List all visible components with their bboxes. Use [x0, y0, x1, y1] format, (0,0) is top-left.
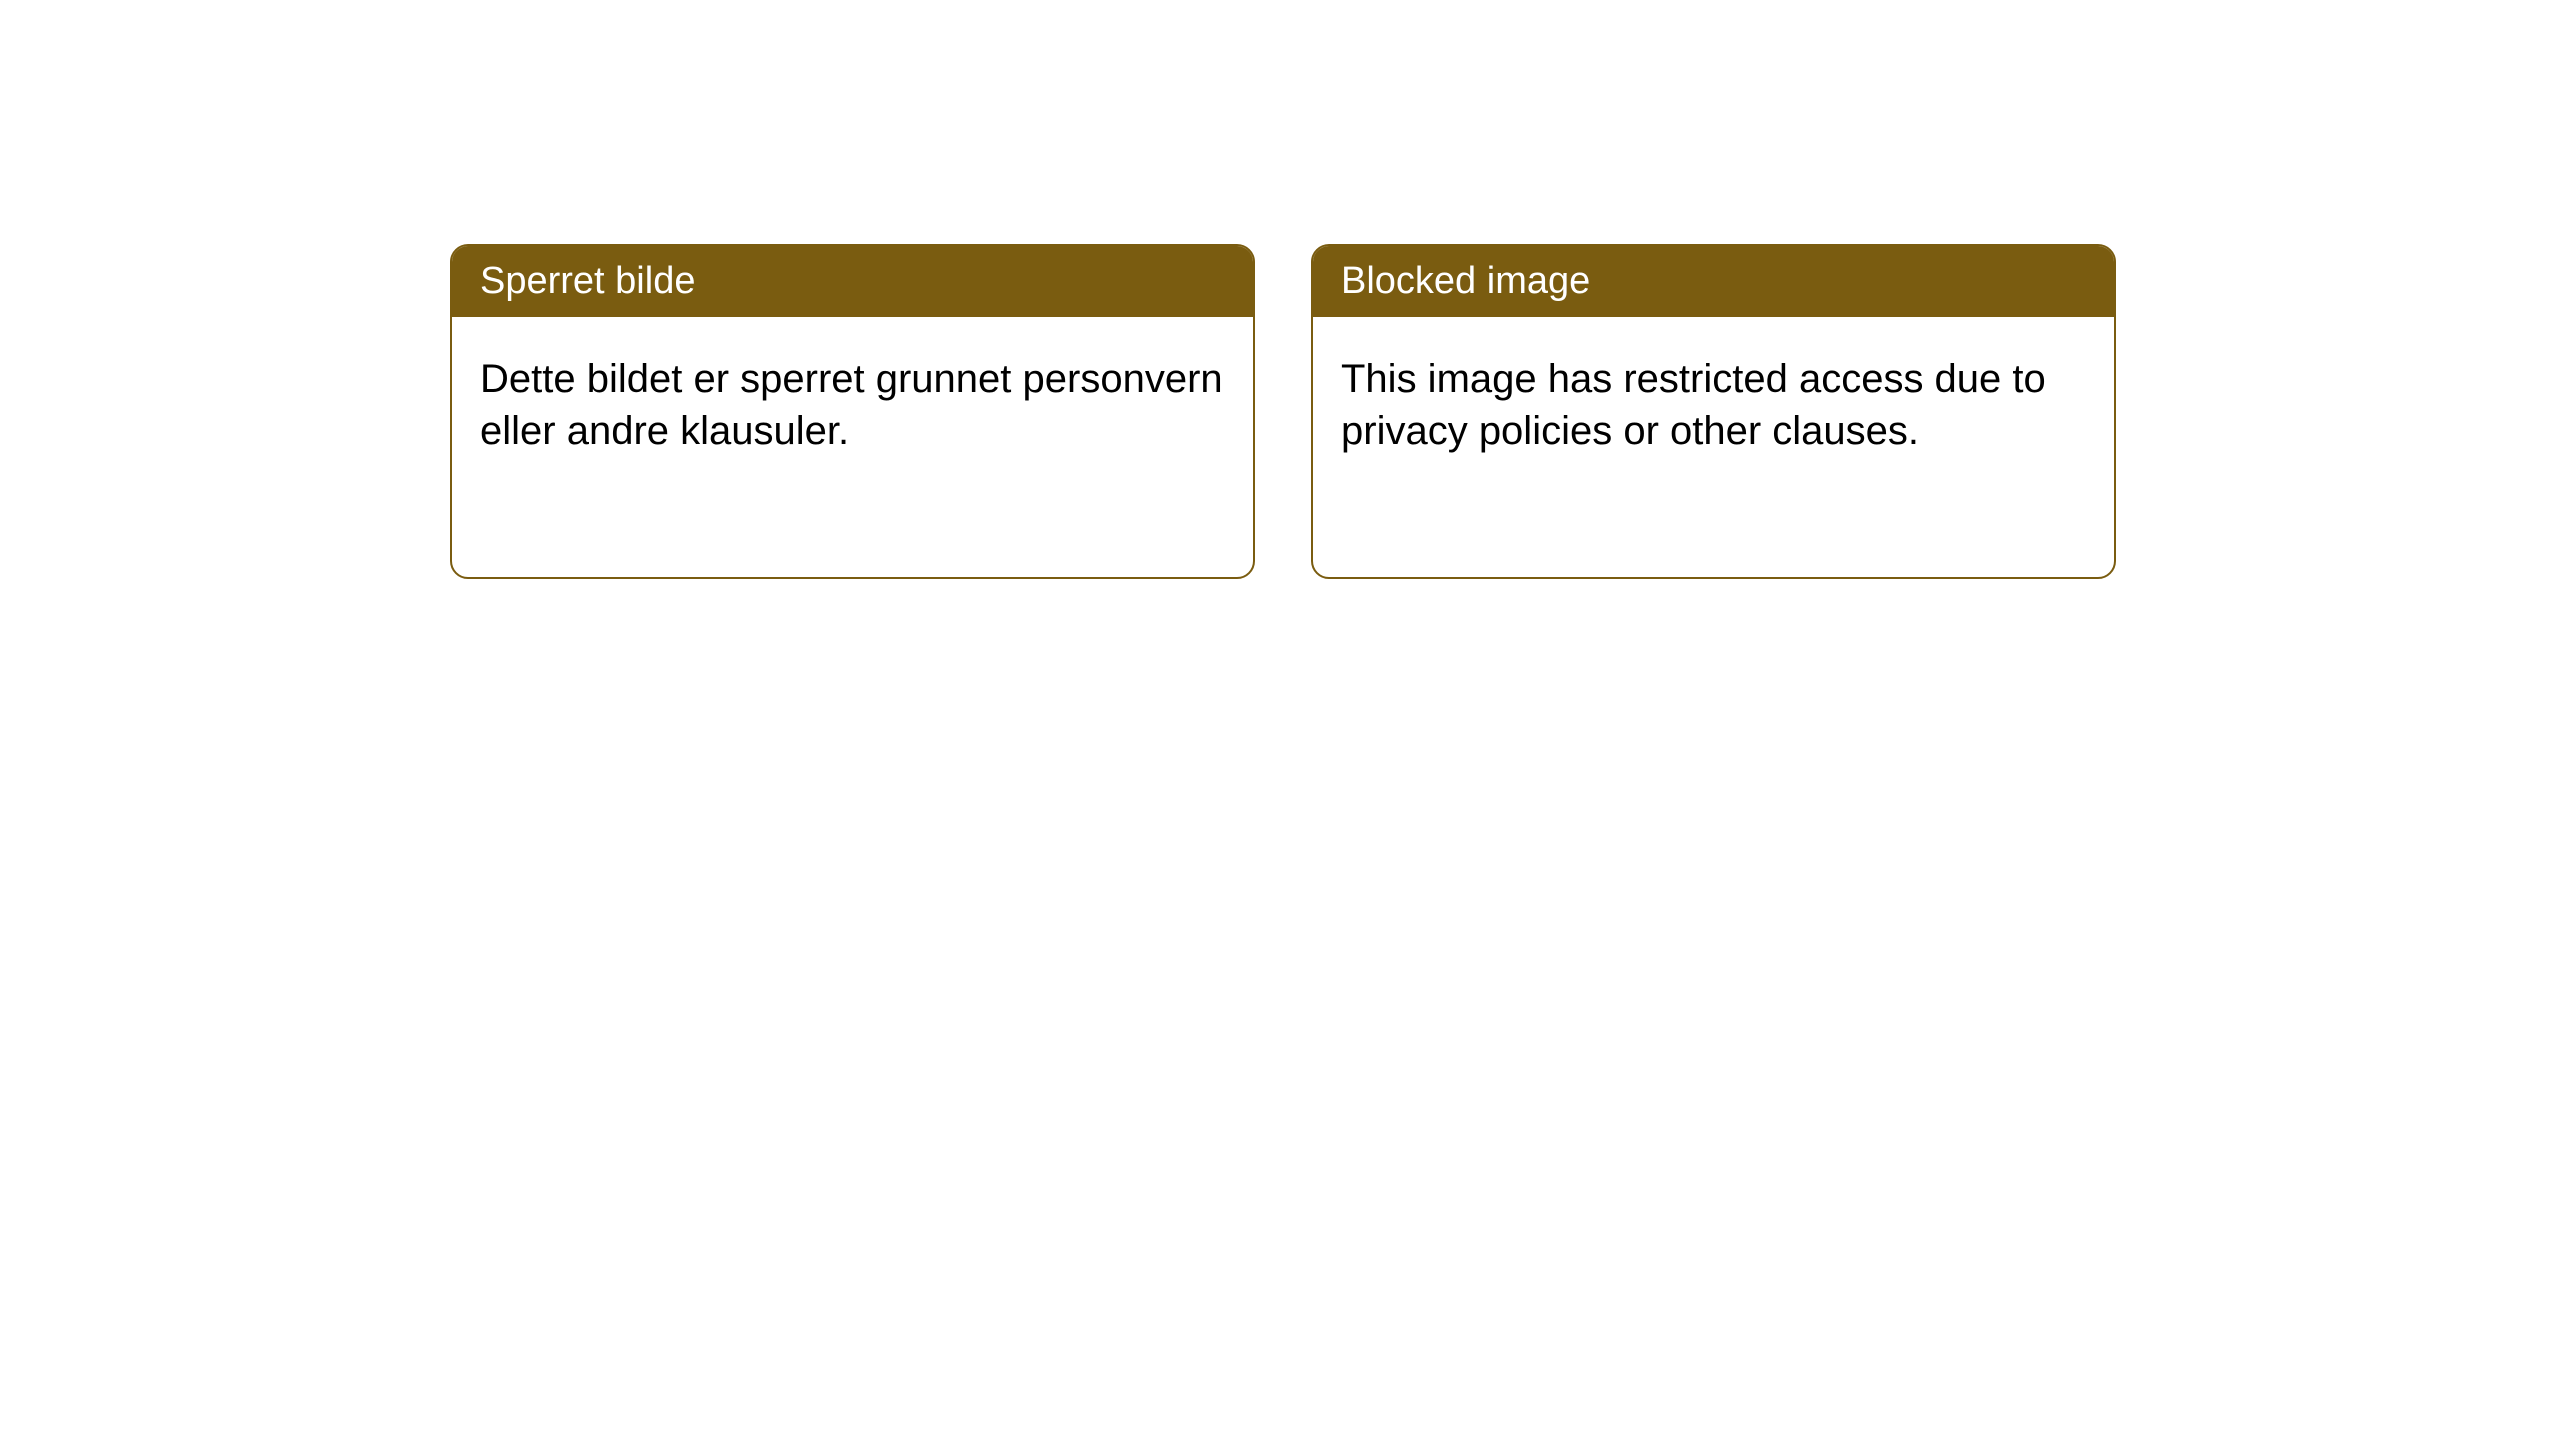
card-body-en: This image has restricted access due to …	[1313, 317, 2114, 493]
card-title-no: Sperret bilde	[452, 246, 1253, 317]
blocked-image-card-no: Sperret bilde Dette bildet er sperret gr…	[450, 244, 1255, 579]
card-title-en: Blocked image	[1313, 246, 2114, 317]
card-body-no: Dette bildet er sperret grunnet personve…	[452, 317, 1253, 493]
notice-container: Sperret bilde Dette bildet er sperret gr…	[0, 0, 2560, 579]
blocked-image-card-en: Blocked image This image has restricted …	[1311, 244, 2116, 579]
